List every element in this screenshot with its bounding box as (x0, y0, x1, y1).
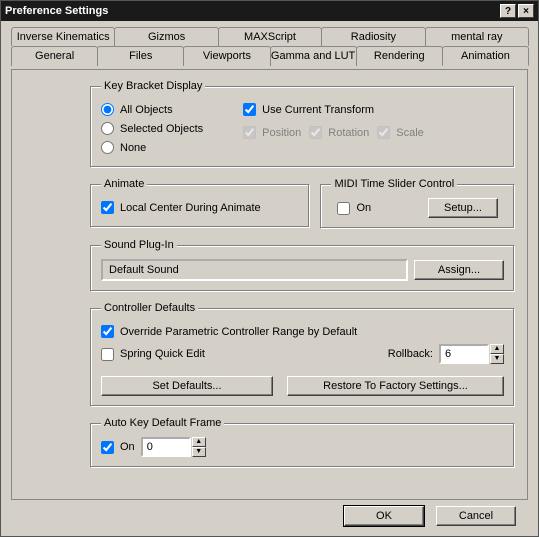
set-defaults-button[interactable]: Set Defaults... (101, 376, 273, 396)
controller-group: Controller Defaults Override Parametric … (90, 302, 515, 407)
preference-window: Preference Settings ? × Inverse Kinemati… (0, 0, 539, 537)
check-autokey-on[interactable]: On (101, 441, 135, 454)
rollback-label: Rollback: (388, 348, 433, 360)
check-rotation-label: Rotation (328, 127, 369, 139)
check-local-center-input[interactable] (101, 201, 114, 214)
radio-selected-objects-input[interactable] (101, 122, 114, 135)
tab-animation[interactable]: Animation (442, 46, 529, 66)
rollback-down[interactable]: ▼ (490, 354, 504, 364)
tab-inverse-kinematics[interactable]: Inverse Kinematics (11, 27, 115, 46)
dialog-footer: OK Cancel (11, 500, 528, 528)
check-midi-on[interactable]: On (337, 202, 371, 215)
check-rotation: Rotation (309, 126, 369, 139)
tab-maxscript[interactable]: MAXScript (218, 27, 322, 46)
radio-none-input[interactable] (101, 141, 114, 154)
autokey-down[interactable]: ▼ (192, 447, 206, 457)
close-button[interactable]: × (518, 4, 534, 18)
key-bracket-group: Key Bracket Display All Objects Selected… (90, 80, 515, 168)
radio-selected-objects-label: Selected Objects (120, 123, 203, 135)
check-local-center[interactable]: Local Center During Animate (101, 201, 299, 214)
check-position: Position (243, 126, 301, 139)
check-spring-quick-label: Spring Quick Edit (120, 348, 205, 360)
autokey-frame-value[interactable]: 0 (141, 437, 191, 457)
radio-selected-objects[interactable]: Selected Objects (101, 122, 203, 135)
midi-setup-button[interactable]: Setup... (428, 198, 498, 218)
tab-mental-ray[interactable]: mental ray (425, 27, 529, 46)
check-spring-quick[interactable]: Spring Quick Edit (101, 348, 205, 361)
midi-group: MIDI Time Slider Control On Setup... (320, 178, 515, 229)
check-midi-on-label: On (356, 202, 371, 214)
radio-all-objects-label: All Objects (120, 104, 173, 116)
check-use-current-input[interactable] (243, 103, 256, 116)
animation-panel: Key Bracket Display All Objects Selected… (11, 69, 528, 500)
restore-factory-button[interactable]: Restore To Factory Settings... (287, 376, 504, 396)
autokey-group: Auto Key Default Frame On 0 ▲ ▼ (90, 417, 515, 468)
radio-none[interactable]: None (101, 141, 203, 154)
check-use-current-transform[interactable]: Use Current Transform (243, 103, 424, 116)
check-midi-on-input[interactable] (337, 202, 350, 215)
check-scale: Scale (377, 126, 424, 139)
check-override[interactable]: Override Parametric Controller Range by … (101, 325, 504, 338)
ok-button[interactable]: OK (344, 506, 424, 526)
sound-group: Sound Plug-In Default Sound Assign... (90, 239, 515, 292)
animate-legend: Animate (101, 178, 147, 190)
tab-gamma-lut[interactable]: Gamma and LUT (270, 46, 357, 66)
check-override-input[interactable] (101, 325, 114, 338)
check-position-input (243, 126, 256, 139)
autokey-frame-spinner[interactable]: 0 ▲ ▼ (141, 437, 206, 457)
sound-value-text: Default Sound (109, 264, 179, 276)
help-button[interactable]: ? (500, 4, 516, 18)
check-rotation-input (309, 126, 322, 139)
tab-radiosity[interactable]: Radiosity (321, 27, 425, 46)
check-autokey-on-label: On (120, 441, 135, 453)
check-position-label: Position (262, 127, 301, 139)
check-override-label: Override Parametric Controller Range by … (120, 326, 357, 338)
radio-none-label: None (120, 142, 146, 154)
tab-gizmos[interactable]: Gizmos (114, 27, 218, 46)
autokey-legend: Auto Key Default Frame (101, 417, 224, 429)
cancel-button[interactable]: Cancel (436, 506, 516, 526)
check-local-center-label: Local Center During Animate (120, 202, 261, 214)
client-area: Inverse Kinematics Gizmos MAXScript Radi… (1, 21, 538, 536)
rollback-up[interactable]: ▲ (490, 344, 504, 354)
tab-viewports[interactable]: Viewports (183, 46, 270, 66)
check-use-current-label: Use Current Transform (262, 104, 374, 116)
midi-legend: MIDI Time Slider Control (331, 178, 457, 190)
tab-files[interactable]: Files (97, 46, 184, 66)
titlebar: Preference Settings ? × (1, 1, 538, 21)
sound-assign-button[interactable]: Assign... (414, 260, 504, 280)
key-bracket-legend: Key Bracket Display (101, 80, 205, 92)
tab-strip: Inverse Kinematics Gizmos MAXScript Radi… (11, 27, 528, 66)
radio-all-objects[interactable]: All Objects (101, 103, 203, 116)
check-autokey-on-input[interactable] (101, 441, 114, 454)
controller-legend: Controller Defaults (101, 302, 198, 314)
radio-all-objects-input[interactable] (101, 103, 114, 116)
rollback-value[interactable]: 6 (439, 344, 489, 364)
rollback-spinner[interactable]: 6 ▲ ▼ (439, 344, 504, 364)
window-title: Preference Settings (5, 5, 108, 17)
autokey-up[interactable]: ▲ (192, 437, 206, 447)
tab-rendering[interactable]: Rendering (356, 46, 443, 66)
sound-legend: Sound Plug-In (101, 239, 177, 251)
check-spring-quick-input[interactable] (101, 348, 114, 361)
sound-value: Default Sound (101, 259, 408, 281)
check-scale-input (377, 126, 390, 139)
animate-group: Animate Local Center During Animate (90, 178, 310, 228)
tab-general[interactable]: General (11, 46, 98, 66)
check-scale-label: Scale (396, 127, 424, 139)
